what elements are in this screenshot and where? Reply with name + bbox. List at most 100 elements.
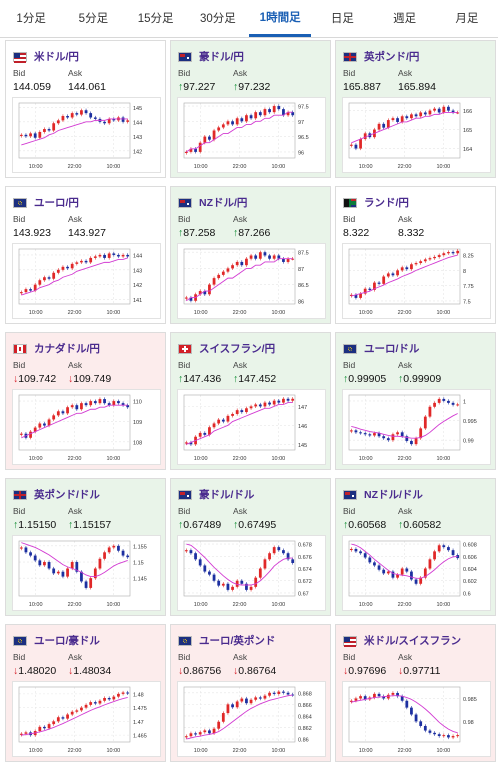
pair-name[interactable]: 米ドル/円	[34, 51, 79, 63]
rate-card[interactable]: ユーロ/円 Bid Ask 143.923 143.927 144 143 142 141 10:…	[5, 186, 166, 324]
pair-name[interactable]: ユーロ/ドル	[364, 343, 420, 355]
tab-1[interactable]: 5分足	[78, 13, 109, 25]
rate-card[interactable]: NZドル/円 Bid Ask ↑87.258 ↑87.266 87.5 87 86.5 86 10…	[170, 186, 331, 324]
pair-name[interactable]: カナダドル/円	[34, 343, 100, 355]
pair-title[interactable]: 豪ドル/ドル	[178, 487, 254, 502]
chart-container[interactable]: 0.985 0.98 10:00 22:00 10:00	[342, 681, 491, 757]
bid-value: ↓0.97696	[343, 665, 386, 677]
rate-card[interactable]: 米ドル/スイスフラン Bid Ask ↓0.97696 ↓0.97711 0.985 0.9…	[335, 624, 496, 762]
pair-name[interactable]: ランド/円	[364, 197, 409, 209]
pair-title[interactable]: 豪ドル/円	[178, 49, 244, 64]
tab-3[interactable]: 30分足	[199, 13, 236, 25]
candle	[221, 583, 225, 586]
pair-name[interactable]: NZドル/円	[199, 197, 248, 209]
plot-frame	[18, 248, 131, 305]
y-tick-label: 0.678	[298, 543, 312, 549]
rate-card[interactable]: ランド/円 Bid Ask 8.322 8.332 8.25 8 7.75 7.5 10:00 22…	[335, 186, 496, 324]
rate-card[interactable]: 英ポンド/円 Bid Ask 165.887 165.894 166 165 164 10:00…	[335, 40, 496, 178]
candle	[66, 116, 69, 118]
pair-name[interactable]: 米ドル/スイスフラン	[364, 635, 462, 647]
pair-title[interactable]: 英ポンド/円	[343, 49, 419, 64]
candle	[414, 714, 418, 722]
pair-title[interactable]: カナダドル/円	[13, 341, 100, 356]
bid-price: 144.059	[13, 81, 51, 93]
candle	[423, 416, 427, 429]
pair-title[interactable]: ユーロ/ドル	[343, 341, 419, 356]
chart-container[interactable]: 144 143 142 141 10:00 22:00 10:00	[12, 243, 161, 319]
pair-name[interactable]: NZドル/ドル	[364, 489, 423, 501]
bid-price: 1.48020	[18, 665, 57, 677]
candle	[258, 112, 262, 116]
pair-title[interactable]: NZドル/ドル	[343, 487, 423, 502]
candle	[414, 114, 418, 117]
y-tick-label: 87	[298, 267, 304, 273]
chart-container[interactable]: 145 144 143 142 10:00 22:00 10:00	[12, 97, 161, 173]
y-tick-label: 0.676	[298, 555, 312, 561]
chart-container[interactable]: 110 109 108 10:00 22:00 10:00	[12, 389, 161, 465]
pair-name[interactable]: ユーロ/豪ドル	[34, 635, 100, 647]
rate-card[interactable]: ユーロ/豪ドル Bid Ask ↓1.48020 ↓1.48034 1.48 1.475 1.…	[5, 624, 166, 762]
pair-name[interactable]: 豪ドル/円	[199, 51, 244, 63]
chart-container[interactable]: 147 146 145 10:00 22:00 10:00	[177, 389, 326, 465]
tab-7[interactable]: 月足	[455, 13, 479, 25]
rate-card[interactable]: 豪ドル/ドル Bid Ask ↑0.67489 ↑0.67495 0.678 0.676 0.…	[170, 478, 331, 616]
rate-card[interactable]: 英ポンド/ドル Bid Ask ↑1.15150 ↑1.15157 1.155 1.15 1.…	[5, 478, 166, 616]
pair-title[interactable]: スイスフラン/円	[178, 341, 275, 356]
chart-container[interactable]: 1.155 1.15 1.145 10:00 22:00 10:00	[12, 535, 161, 611]
pair-name[interactable]: ユーロ/円	[34, 197, 79, 209]
pair-title[interactable]: 米ドル/スイスフラン	[343, 633, 461, 648]
tab-4[interactable]: 1時間足	[249, 0, 312, 37]
candle	[112, 118, 116, 121]
candle	[38, 423, 42, 428]
chart-container[interactable]: 8.25 8 7.75 7.5 10:00 22:00 10:00	[342, 243, 491, 319]
pair-title[interactable]: 英ポンド/ドル	[13, 487, 100, 502]
pair-title[interactable]: ランド/円	[343, 195, 409, 210]
rate-card[interactable]: 米ドル/円 Bid Ask 144.059 144.061 145 144 143 142 10:…	[5, 40, 166, 178]
chart-container[interactable]: 97.5 97 96.5 96 10:00 22:00 10:00	[177, 97, 326, 173]
candle	[103, 399, 106, 404]
rate-card[interactable]: 豪ドル/円 Bid Ask ↑97.227 ↑97.232 97.5 97 96.5 96 10:…	[170, 40, 331, 178]
pair-name[interactable]: 豪ドル/ドル	[199, 489, 255, 501]
candle	[382, 696, 386, 699]
pair-title[interactable]: ユーロ/円	[13, 195, 79, 210]
candle	[221, 271, 225, 275]
pair-title[interactable]: ユーロ/豪ドル	[13, 633, 100, 648]
chart-container[interactable]: 0.608 0.606 0.604 0.602 0.6 10:00 22:00 10:00	[342, 535, 491, 611]
rate-card[interactable]: NZドル/ドル Bid Ask ↑0.60568 ↑0.60582 0.608 0.606 0…	[335, 478, 496, 616]
chart-container[interactable]: 166 165 164 10:00 22:00 10:00	[342, 97, 491, 173]
chart-container[interactable]: 0.678 0.676 0.674 0.672 0.67 10:00 22:00 10:00	[177, 535, 326, 611]
chart-container[interactable]: 0.868 0.866 0.864 0.862 0.86 10:00 22:00 10:00	[177, 681, 326, 757]
pair-name[interactable]: スイスフラン/円	[199, 343, 276, 355]
rate-card[interactable]: ユーロ/英ポンド Bid Ask ↓0.86756 ↓0.86764 0.868 0.866…	[170, 624, 331, 762]
candle	[52, 721, 56, 725]
candle	[189, 442, 193, 445]
pair-title[interactable]: NZドル/円	[178, 195, 247, 210]
candle	[61, 266, 65, 270]
pair-name[interactable]: 英ポンド/ドル	[34, 489, 100, 501]
pair-title[interactable]: ユーロ/英ポンド	[178, 633, 275, 648]
chart-container[interactable]: 1.48 1.475 1.47 1.465 10:00 22:00 10:00	[12, 681, 161, 757]
tab-6[interactable]: 週足	[393, 13, 417, 25]
rate-card[interactable]: スイスフラン/円 Bid Ask ↑147.436 ↑147.452 147 146 145 1…	[170, 332, 331, 470]
pair-name[interactable]: 英ポンド/円	[364, 51, 420, 63]
candle	[405, 568, 409, 572]
tab-2[interactable]: 15分足	[137, 13, 174, 25]
candle	[93, 256, 97, 258]
candle	[249, 699, 253, 704]
tab-0[interactable]: 1分足	[16, 13, 46, 25]
y-tick-label: 1.145	[133, 577, 147, 583]
plot-frame	[183, 540, 296, 597]
pair-title[interactable]: 米ドル/円	[13, 49, 79, 64]
arrow-up-icon: ↑	[13, 519, 19, 531]
arrow-up-icon: ↑	[233, 81, 239, 93]
chart-container[interactable]: 1 0.995 0.99 10:00 22:00 10:00	[342, 389, 491, 465]
candle	[231, 704, 234, 708]
chart-container[interactable]: 87.5 87 86.5 86 10:00 22:00 10:00	[177, 243, 326, 319]
rate-card[interactable]: カナダドル/円 Bid Ask ↓109.742 ↓109.749 110 109 108 10…	[5, 332, 166, 470]
candle	[112, 696, 116, 700]
candle	[208, 284, 211, 295]
pair-name[interactable]: ユーロ/英ポンド	[199, 635, 276, 647]
rate-card[interactable]: ユーロ/ドル Bid Ask ↑0.99905 ↑0.99909 1 0.995 0.99 10…	[335, 332, 496, 470]
candle	[410, 114, 413, 119]
tab-5[interactable]: 日足	[330, 13, 354, 25]
